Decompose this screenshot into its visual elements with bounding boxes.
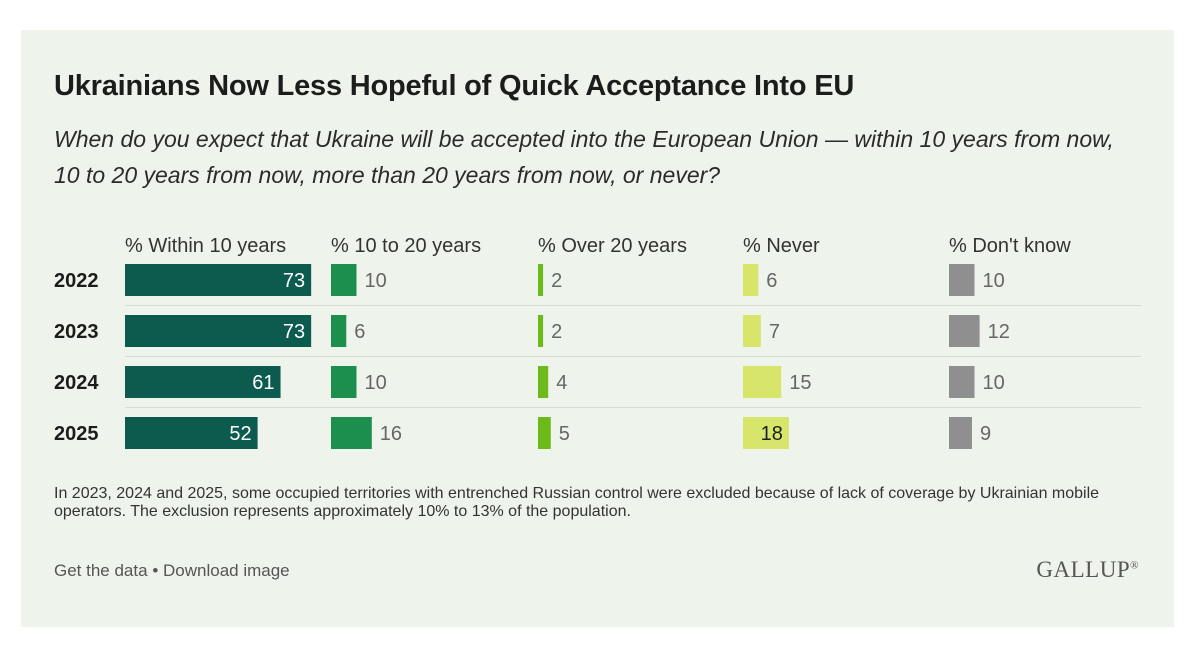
data-label: 6 <box>766 270 777 292</box>
bar <box>331 264 357 296</box>
footer-separator: • <box>152 561 159 580</box>
data-label: 10 <box>365 372 387 394</box>
data-label: 5 <box>559 423 570 445</box>
data-label: 52 <box>229 423 251 445</box>
footer-links: Get the data • Download image <box>54 561 290 581</box>
data-label: 10 <box>983 372 1005 394</box>
data-label: 4 <box>556 372 567 394</box>
bar <box>331 315 347 347</box>
bar <box>538 264 544 296</box>
bar <box>949 366 975 398</box>
bar <box>538 366 549 398</box>
data-label: 10 <box>983 270 1005 292</box>
bar-chart: % Within 10 years % 10 to 20 years % Over … <box>54 235 1141 449</box>
bar <box>125 264 312 296</box>
get-data-link[interactable]: Get the data <box>54 561 148 580</box>
data-label: 12 <box>988 321 1010 343</box>
year-label: 2022 <box>54 270 99 292</box>
series-header: % 10 to 20 years <box>331 235 481 257</box>
chart-title: Ukrainians Now Less Hopeful of Quick Acc… <box>54 70 855 102</box>
data-label: 73 <box>283 270 305 292</box>
bar <box>743 264 759 296</box>
data-label: 73 <box>283 321 305 343</box>
gallup-logo: GALLUP® <box>1036 557 1139 582</box>
data-label: 6 <box>354 321 365 343</box>
bar <box>538 315 544 347</box>
series-header: % Never <box>743 235 820 257</box>
bar <box>949 264 975 296</box>
series-header: % Don't know <box>949 235 1071 257</box>
year-label: 2024 <box>54 372 99 394</box>
bar <box>331 366 357 398</box>
bar <box>743 315 761 347</box>
bar <box>743 366 782 398</box>
year-label: 2023 <box>54 321 99 343</box>
chart-subtitle: When do you expect that Ukraine will be … <box>54 126 1114 188</box>
bar <box>125 366 281 398</box>
series-header: % Over 20 years <box>538 235 687 257</box>
data-label: 2 <box>551 321 562 343</box>
data-label: 61 <box>252 372 274 394</box>
chart-note: In 2023, 2024 and 2025, some occupied te… <box>54 485 1100 520</box>
data-label: 2 <box>551 270 562 292</box>
data-label: 10 <box>365 270 387 292</box>
data-label: 18 <box>761 423 783 445</box>
bar <box>125 417 258 449</box>
bar <box>949 417 972 449</box>
download-image-link[interactable]: Download image <box>163 561 290 580</box>
data-label: 15 <box>789 372 811 394</box>
year-label: 2025 <box>54 423 99 445</box>
data-label: 7 <box>769 321 780 343</box>
data-label: 16 <box>380 423 402 445</box>
bar <box>538 417 551 449</box>
data-label: 9 <box>980 423 991 445</box>
bar <box>331 417 372 449</box>
chart-card: Ukrainians Now Less Hopeful of Quick Acc… <box>21 30 1174 627</box>
bar <box>949 315 980 347</box>
bar <box>743 417 789 449</box>
series-header: % Within 10 years <box>125 235 286 257</box>
bar <box>125 315 312 347</box>
